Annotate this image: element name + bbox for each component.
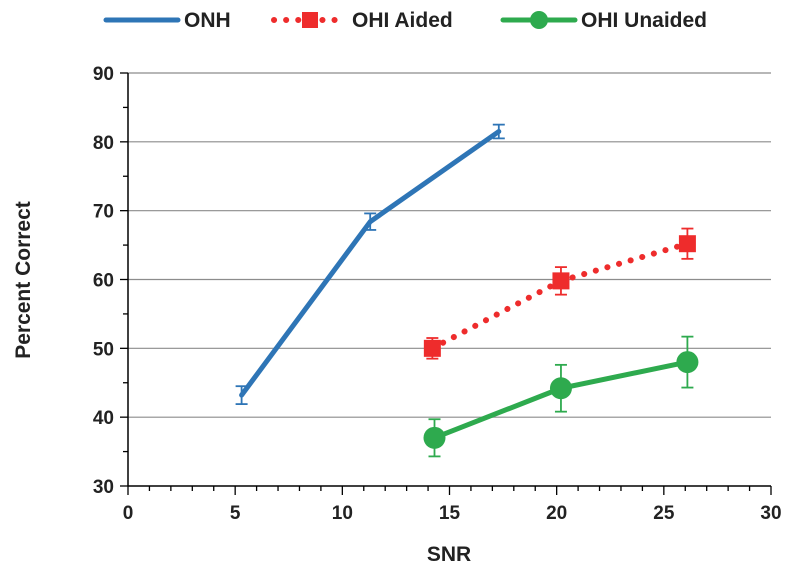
x-axis-title: SNR	[427, 543, 471, 566]
data-point	[552, 272, 570, 290]
y-axis-title: Percent Correct	[12, 201, 35, 359]
plot-area	[235, 123, 699, 458]
legend-marker	[302, 12, 318, 28]
legend-label: ONH	[184, 9, 231, 32]
x-tick-label: 0	[123, 503, 134, 524]
data-point	[678, 235, 696, 253]
y-tick-label: 80	[93, 133, 114, 154]
axes	[120, 72, 772, 495]
data-point	[423, 339, 441, 357]
data-point	[549, 377, 572, 400]
series-line-onh	[239, 129, 502, 398]
y-tick-label: 60	[93, 271, 114, 292]
legend-item-ohi-aided: OHI Aided	[271, 9, 453, 32]
series-onh	[235, 123, 505, 405]
x-tick-label: 25	[653, 503, 675, 524]
x-tick-label: 20	[546, 503, 567, 524]
series-ohi-aided	[423, 227, 696, 360]
legend-item-ohi-unaided: OHI Unaided	[500, 9, 707, 32]
legend-marker	[530, 11, 548, 29]
y-tick-label: 50	[93, 339, 114, 360]
series-line-ohi-aided	[429, 240, 691, 352]
series-ohi-unaided	[423, 335, 699, 458]
data-point	[676, 351, 699, 374]
legend-label: OHI Unaided	[581, 9, 707, 32]
gridlines	[128, 72, 771, 418]
legend-label: OHI Aided	[352, 9, 453, 32]
tick-labels: 30 40 50 60 70 80 90 0 5 10 15 20 25 30	[93, 64, 782, 524]
x-tick-label: 5	[230, 503, 241, 524]
legend-item-onh: ONH	[103, 9, 231, 32]
data-point	[423, 426, 446, 449]
y-tick-label: 90	[93, 64, 114, 85]
legend: ONH OHI Aided OHI Unaided	[103, 9, 707, 32]
x-tick-label: 10	[332, 503, 353, 524]
y-tick-label: 70	[93, 202, 114, 223]
x-tick-label: 30	[760, 503, 781, 524]
y-tick-label: 40	[93, 408, 114, 429]
x-tick-label: 15	[439, 503, 461, 524]
y-tick-label: 30	[93, 477, 114, 498]
